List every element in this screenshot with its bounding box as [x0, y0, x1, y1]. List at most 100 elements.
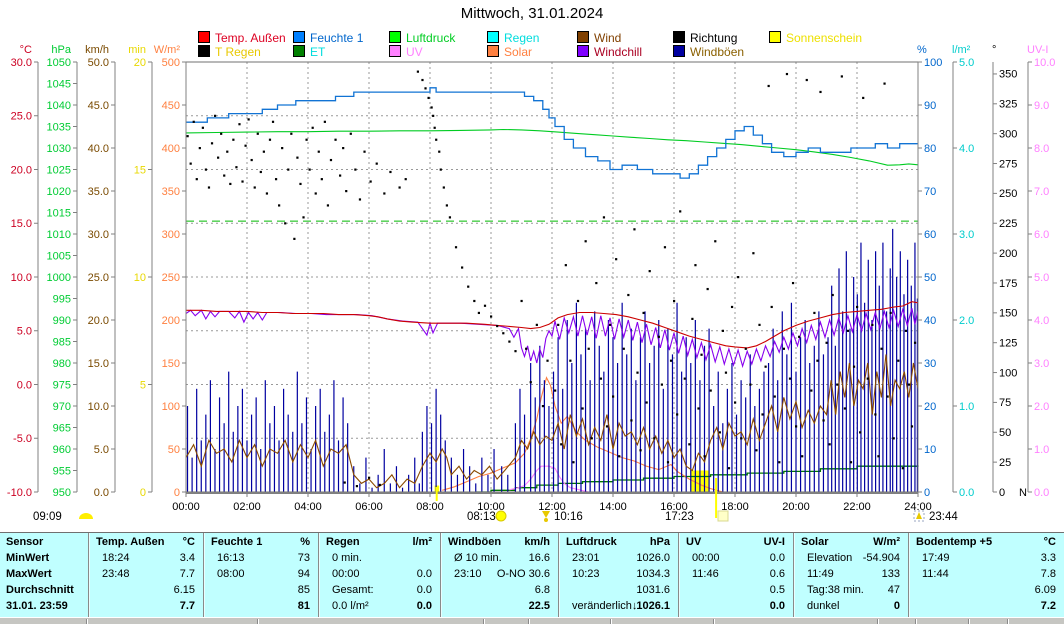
svg-text:50: 50: [924, 272, 936, 284]
axis-uvi: 0.0 1.0 2.0 3.0 4.0 5.0 6.0 7.0 8.0 9.0 10.0UV-I: [1027, 44, 1055, 499]
svg-text:30.0: 30.0: [88, 229, 109, 241]
legend-label: Richtung: [690, 31, 738, 45]
svg-text:10.0: 10.0: [88, 401, 109, 413]
legend-swatch-icon: [577, 31, 589, 43]
table-cell: Solar: [801, 536, 829, 548]
legend-label: Windchill: [594, 45, 643, 59]
svg-text:0.0: 0.0: [94, 487, 109, 499]
legend-swatch-icon: [577, 45, 589, 57]
svg-text:1005: 1005: [47, 250, 71, 262]
svg-text:20.0: 20.0: [88, 315, 109, 327]
table-cell: Tag:38 min.: [807, 584, 864, 596]
svg-text:°: °: [992, 44, 996, 56]
svg-text:985: 985: [53, 336, 71, 348]
status-bar-divider: [968, 619, 969, 624]
table-column-divider: [558, 533, 559, 617]
svg-text:3.0: 3.0: [1034, 358, 1049, 370]
status-bar-divider: [483, 619, 484, 624]
svg-text:200: 200: [999, 248, 1017, 260]
table-cell: 00:00: [692, 552, 720, 564]
sun-moon-marker-23:44: 23:44: [913, 510, 958, 523]
svg-text:1000: 1000: [47, 272, 71, 284]
table-cell: -54.904: [862, 552, 900, 564]
svg-text:2.0: 2.0: [1034, 401, 1049, 413]
svg-text:9.0: 9.0: [1034, 100, 1049, 112]
svg-text:75: 75: [999, 397, 1011, 409]
legend-swatch-icon: [673, 45, 685, 57]
legend-item-wind: Wind: [577, 31, 621, 45]
table-cell: km/h: [524, 536, 550, 548]
svg-text:40: 40: [924, 315, 936, 327]
series-feuchte: [186, 87, 918, 179]
svg-text:450: 450: [162, 100, 180, 112]
series-luftdruck: [185, 128, 919, 166]
legend-label: Regen: [504, 31, 540, 45]
svg-text:35.0: 35.0: [88, 186, 109, 198]
svg-text:100: 100: [162, 401, 180, 413]
grid: [186, 62, 918, 492]
table-cell: 31.01. 23:59: [6, 600, 68, 612]
svg-text:02:00: 02:00: [233, 501, 261, 513]
table-cell: 81: [297, 600, 310, 612]
table-cell: °C: [1043, 536, 1056, 548]
svg-text:1020: 1020: [47, 186, 71, 198]
svg-text:1040: 1040: [47, 100, 71, 112]
table-column-divider: [318, 533, 319, 617]
status-bar-divider: [610, 619, 611, 624]
table-cell: 85: [297, 584, 310, 596]
svg-text:40.0: 40.0: [88, 143, 109, 155]
legend-item-regen: Regen: [487, 31, 540, 45]
svg-text:30: 30: [924, 358, 936, 370]
axis-hpa: 950 955 960 965 970 975 980 985 990 995 1000 1005 10…: [47, 44, 78, 499]
table-cell: 18:24: [102, 552, 130, 564]
svg-text:300: 300: [999, 128, 1017, 140]
legend-label: Windböen: [690, 45, 745, 59]
svg-text:25.0: 25.0: [88, 272, 109, 284]
svg-text:l/m²: l/m²: [952, 44, 971, 56]
moon-half-icon: [79, 513, 93, 519]
status-bar-divider: [257, 619, 258, 624]
legend-swatch-icon: [198, 31, 210, 43]
svg-text:08:00: 08:00: [416, 501, 444, 513]
x-axis-labels: 00:00 02:00 04:00 06:00 08:00 10:00 12:00 14:00…: [172, 492, 932, 513]
svg-text:09:09: 09:09: [33, 511, 62, 523]
table-cell: Elevation: [807, 552, 853, 564]
sun-moon-marker-17:23: 17:23: [665, 510, 729, 523]
legend-swatch-icon: [673, 31, 685, 43]
summary-table: Sensor MinWert MaxWert Durchschnitt 31.01. 2…: [0, 532, 1064, 618]
table-cell: 11:49: [807, 568, 834, 580]
legend-label: Temp. Außen: [215, 31, 286, 45]
table-cell: MinWert: [6, 552, 50, 564]
legend-label: UV: [406, 45, 423, 59]
moon-up-icon: [913, 510, 925, 522]
legend-swatch-icon: [487, 45, 499, 57]
table-cell: 7.8: [1040, 568, 1056, 580]
table-cell: 94: [297, 568, 310, 580]
svg-text:350: 350: [162, 186, 180, 198]
legend-item-uv: UV: [389, 45, 423, 59]
table-cell: 0.0: [416, 568, 432, 580]
legend-swatch-icon: [487, 31, 499, 43]
svg-text:25: 25: [999, 457, 1011, 469]
svg-text:hPa: hPa: [51, 44, 71, 56]
table-cell: 0.0: [416, 584, 432, 596]
sun-moon-marker-10:16: 10:16: [542, 511, 583, 523]
svg-text:15.0: 15.0: [88, 358, 109, 370]
svg-text:100: 100: [924, 57, 942, 69]
table-cell: 00:00: [332, 568, 360, 580]
legend-label: Sonnenschein: [786, 31, 863, 45]
table-column-divider: [203, 533, 204, 617]
svg-text:325: 325: [999, 99, 1017, 111]
svg-text:17:23: 17:23: [665, 511, 694, 523]
svg-text:250: 250: [999, 188, 1017, 200]
table-cell: Sensor: [6, 536, 44, 548]
svg-text:12:00: 12:00: [538, 501, 566, 513]
svg-text:10.0: 10.0: [1034, 57, 1055, 69]
status-bar-divider: [528, 619, 529, 624]
svg-text:150: 150: [999, 308, 1017, 320]
table-cell: 17:49: [922, 552, 950, 564]
svg-text:23:44: 23:44: [929, 511, 958, 523]
legend-label: Solar: [504, 45, 533, 59]
